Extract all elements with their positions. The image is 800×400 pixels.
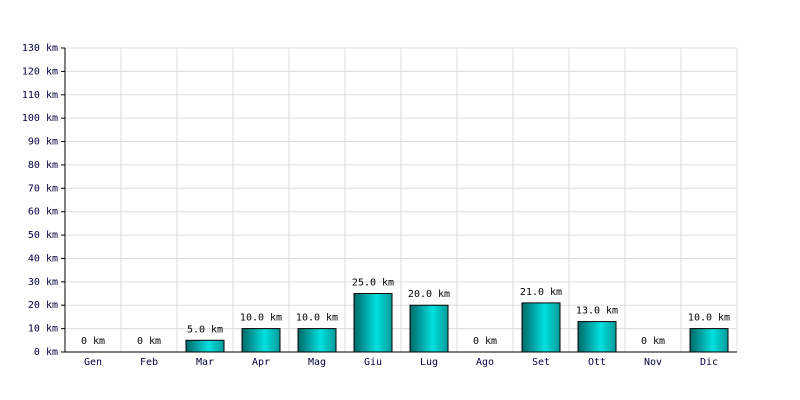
data-label: 10.0 km (296, 313, 338, 324)
y-tick-label: 100 km (22, 113, 58, 124)
data-label: 25.0 km (352, 278, 394, 289)
data-label: 5.0 km (187, 324, 223, 335)
x-tick-label: Mag (308, 357, 326, 368)
data-label: 13.0 km (576, 306, 618, 317)
data-label: 20.0 km (408, 289, 450, 300)
data-label: 0 km (641, 336, 665, 347)
x-tick-label: Mar (196, 357, 214, 368)
x-tick-label: Set (532, 357, 550, 368)
y-tick-label: 70 km (28, 183, 58, 194)
x-tick-label: Dic (700, 357, 718, 368)
bar (521, 302, 561, 353)
bar (241, 328, 281, 353)
bar (185, 339, 225, 353)
y-tick-label: 130 km (22, 43, 58, 54)
x-tick-label: Gen (84, 357, 102, 368)
y-tick-label: 110 km (22, 90, 58, 101)
y-tick-label: 50 km (28, 230, 58, 241)
y-tick-label: 120 km (22, 66, 58, 77)
y-tick-label: 0 km (34, 347, 58, 358)
y-tick-label: 40 km (28, 253, 58, 264)
y-tick-label: 30 km (28, 277, 58, 288)
x-tick-label: Giu (364, 357, 382, 368)
y-tick-label: 10 km (28, 324, 58, 335)
x-tick-label: Apr (252, 357, 270, 368)
y-tick-label: 20 km (28, 300, 58, 311)
x-tick-label: Ago (476, 357, 494, 368)
bar (689, 328, 729, 353)
data-label: 21.0 km (520, 287, 562, 298)
x-tick-label: Feb (140, 357, 158, 368)
data-label: 0 km (473, 336, 497, 347)
data-label: 0 km (137, 336, 161, 347)
bar (353, 293, 393, 353)
data-label: 0 km (81, 336, 105, 347)
x-tick-label: Lug (420, 357, 438, 368)
data-label: 10.0 km (688, 313, 730, 324)
y-tick-label: 60 km (28, 207, 58, 218)
bar (577, 321, 617, 353)
x-tick-label: Nov (644, 357, 662, 368)
y-tick-label: 80 km (28, 160, 58, 171)
x-tick-label: Ott (588, 357, 606, 368)
y-tick-label: 90 km (28, 137, 58, 148)
bar (297, 328, 337, 353)
data-label: 10.0 km (240, 313, 282, 324)
bar (409, 304, 449, 353)
